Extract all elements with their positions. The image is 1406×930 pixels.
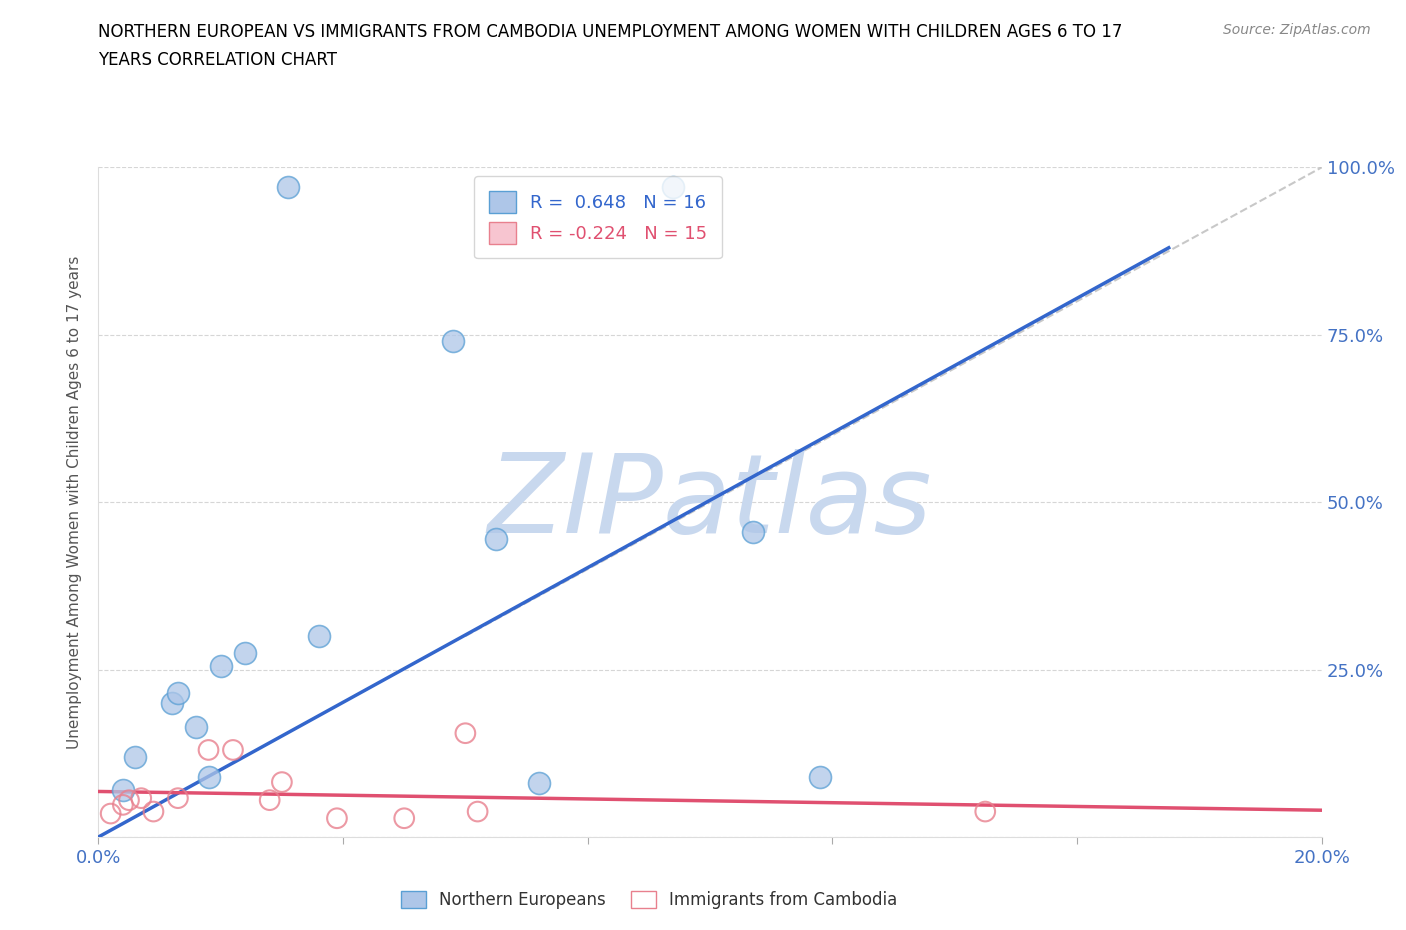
Y-axis label: Unemployment Among Women with Children Ages 6 to 17 years: Unemployment Among Women with Children A…: [67, 256, 83, 749]
Point: [467, 804, 489, 819]
Point: [100, 806, 122, 821]
Point: [662, 180, 685, 195]
Point: [124, 750, 146, 764]
Point: [197, 769, 219, 784]
Point: [111, 783, 134, 798]
Point: [233, 645, 256, 660]
Point: [454, 725, 477, 740]
Point: [209, 658, 232, 673]
Text: Source: ZipAtlas.com: Source: ZipAtlas.com: [1223, 23, 1371, 37]
Point: [741, 525, 763, 539]
Point: [485, 532, 508, 547]
Point: [326, 811, 349, 826]
Point: [259, 792, 281, 807]
Point: [142, 804, 165, 819]
Point: [129, 790, 152, 805]
Point: [974, 804, 997, 819]
Text: ZIPatlas: ZIPatlas: [488, 448, 932, 556]
Point: [160, 696, 183, 711]
Point: [111, 797, 134, 812]
Point: [167, 685, 190, 700]
Point: [527, 776, 550, 790]
Point: [197, 742, 219, 757]
Point: [277, 180, 299, 195]
Point: [270, 775, 292, 790]
Point: [118, 792, 141, 807]
Point: [222, 742, 245, 757]
Point: [392, 811, 416, 826]
Text: YEARS CORRELATION CHART: YEARS CORRELATION CHART: [98, 51, 337, 69]
Text: NORTHERN EUROPEAN VS IMMIGRANTS FROM CAMBODIA UNEMPLOYMENT AMONG WOMEN WITH CHIL: NORTHERN EUROPEAN VS IMMIGRANTS FROM CAM…: [98, 23, 1123, 41]
Point: [808, 769, 831, 784]
Point: [308, 629, 330, 644]
Point: [167, 790, 190, 805]
Legend: Northern Europeans, Immigrants from Cambodia: Northern Europeans, Immigrants from Camb…: [394, 884, 904, 916]
Point: [441, 334, 464, 349]
Point: [186, 719, 208, 734]
